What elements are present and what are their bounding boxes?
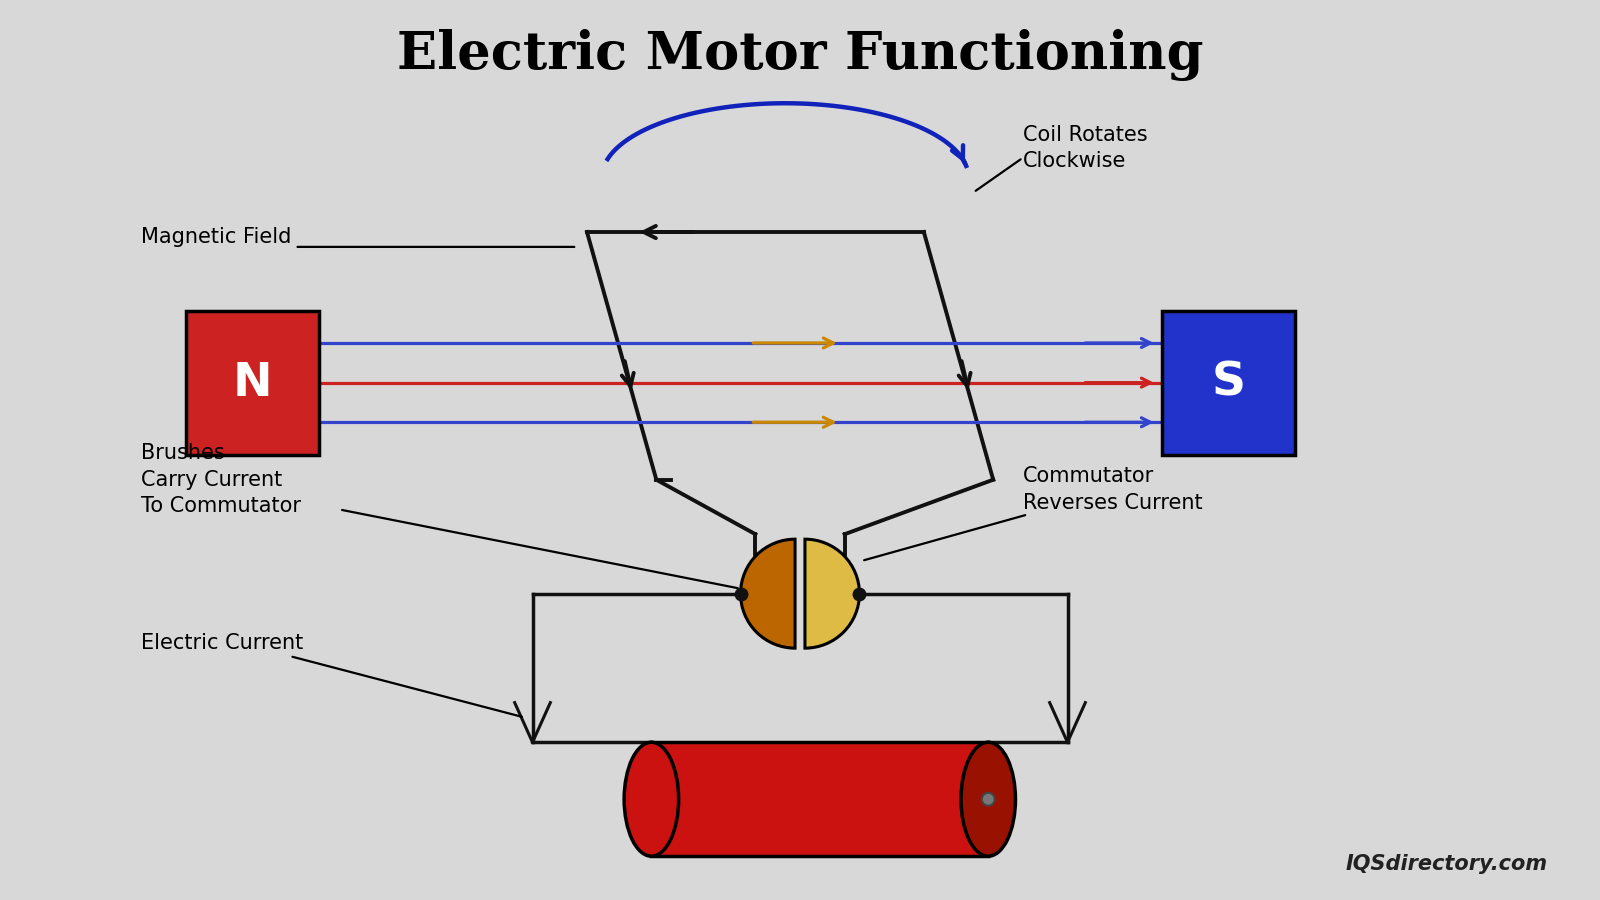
Text: Electric Current: Electric Current [141,634,304,653]
Wedge shape [741,539,795,648]
Ellipse shape [962,742,1016,856]
Text: Coil Rotates
Clockwise: Coil Rotates Clockwise [1022,124,1147,171]
Ellipse shape [982,793,995,806]
Text: Electric Motor Functioning: Electric Motor Functioning [397,29,1203,81]
Text: IQSdirectory.com: IQSdirectory.com [1346,854,1549,874]
Bar [651,742,989,856]
Bar [1162,311,1296,455]
Bar [186,311,320,455]
Text: N: N [234,361,272,406]
Text: Brushes
Carry Current
To Commutator: Brushes Carry Current To Commutator [141,444,301,516]
Text: Magnetic Field: Magnetic Field [141,227,291,247]
Ellipse shape [624,742,678,856]
Text: S: S [1211,361,1245,406]
Wedge shape [805,539,859,648]
Text: Commutator
Reverses Current: Commutator Reverses Current [1022,466,1203,513]
